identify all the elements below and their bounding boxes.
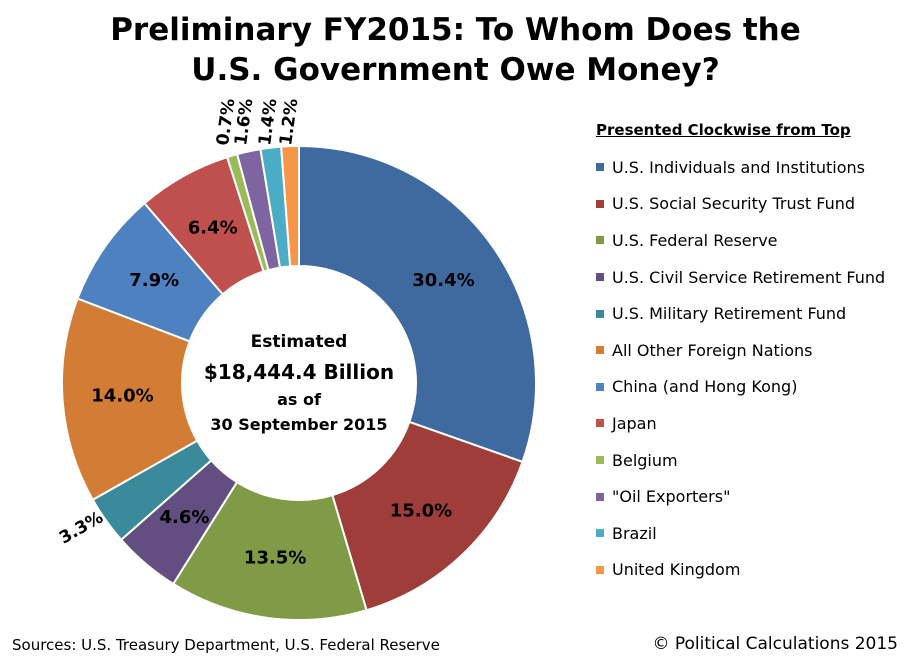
legend-swatch: [596, 456, 604, 465]
legend-swatch: [596, 382, 604, 391]
center-label-line3: as of: [277, 390, 322, 409]
slice-u-s-individuals-and-institutions: [298, 144, 537, 464]
data-label-4: 4.6%: [160, 507, 210, 528]
legend-title: Presented Clockwise from Top: [596, 121, 851, 139]
legend-label: U.S. Military Retirement Fund: [612, 304, 847, 324]
legend-swatch: [596, 199, 604, 208]
legend-label: Japan: [612, 413, 657, 433]
legend-swatch: [596, 273, 604, 282]
legend-swatch: [596, 163, 604, 172]
legend-swatch: [596, 309, 604, 318]
slice-all-other-foreign-nations: [61, 297, 199, 502]
legend-item: "Oil Exporters": [596, 478, 885, 515]
chart-title: Preliminary FY2015: To Whom Does the U.S…: [0, 10, 911, 90]
legend-swatch: [596, 565, 604, 574]
legend-label: China (and Hong Kong): [612, 377, 798, 397]
legend-swatch: [596, 236, 604, 245]
legend-swatch: [596, 492, 604, 501]
legend-item: China (and Hong Kong): [596, 369, 885, 406]
center-label-total: $18,444.4 Billion: [204, 360, 394, 384]
center-label-date: 30 September 2015: [210, 415, 387, 434]
legend-label: All Other Foreign Nations: [612, 340, 813, 360]
legend-label: U.S. Civil Service Retirement Fund: [612, 267, 886, 287]
legend-label: U.S. Federal Reserve: [612, 230, 778, 250]
legend-label: U.S. Individuals and Institutions: [612, 157, 865, 177]
legend-label: U.S. Social Security Trust Fund: [612, 194, 856, 214]
data-label-2: 15.0%: [390, 500, 452, 521]
legend-label: Belgium: [612, 450, 678, 470]
center-label: Estimated $18,444.4 Billion as of 30 Sep…: [204, 332, 394, 434]
legend-item: United Kingdom: [596, 552, 885, 589]
copyright-note: © Political Calculations 2015: [652, 634, 898, 654]
data-label-6: 14.0%: [91, 385, 153, 406]
legend-swatch: [596, 529, 604, 538]
legend-label: "Oil Exporters": [612, 487, 731, 507]
data-label-5: 3.3%: [56, 508, 107, 549]
data-label-8: 6.4%: [188, 217, 238, 238]
legend-item: All Other Foreign Nations: [596, 332, 885, 369]
legend-label: United Kingdom: [612, 560, 741, 580]
donut-slices: [61, 144, 537, 621]
slice-u-s-social-security-trust-fund: [331, 420, 524, 612]
slice-united-kingdom: [280, 144, 300, 268]
sources-note: Sources: U.S. Treasury Department, U.S. …: [12, 636, 440, 654]
legend-item: Brazil: [596, 515, 885, 552]
legend-item: U.S. Social Security Trust Fund: [596, 186, 885, 223]
legend-items: U.S. Individuals and Institutions U.S. So…: [596, 149, 885, 588]
legend-item: U.S. Individuals and Institutions: [596, 149, 885, 186]
legend-item: U.S. Civil Service Retirement Fund: [596, 259, 885, 296]
data-label-3: 13.5%: [244, 547, 306, 568]
chart-title-line2: U.S. Government Owe Money?: [191, 52, 720, 88]
legend-item: Japan: [596, 405, 885, 442]
chart-title-line1: Preliminary FY2015: To Whom Does the: [110, 12, 801, 48]
legend-swatch: [596, 346, 604, 355]
legend-item: U.S. Federal Reserve: [596, 222, 885, 259]
center-label-line1: Estimated: [251, 332, 348, 352]
legend-item: U.S. Military Retirement Fund: [596, 295, 885, 332]
legend-swatch: [596, 419, 604, 428]
data-label-1: 30.4%: [412, 270, 474, 291]
legend-item: Belgium: [596, 442, 885, 479]
legend: Presented Clockwise from Top U.S. Indivi…: [596, 121, 885, 588]
legend-label: Brazil: [612, 523, 657, 543]
data-label-7: 7.9%: [129, 270, 179, 291]
